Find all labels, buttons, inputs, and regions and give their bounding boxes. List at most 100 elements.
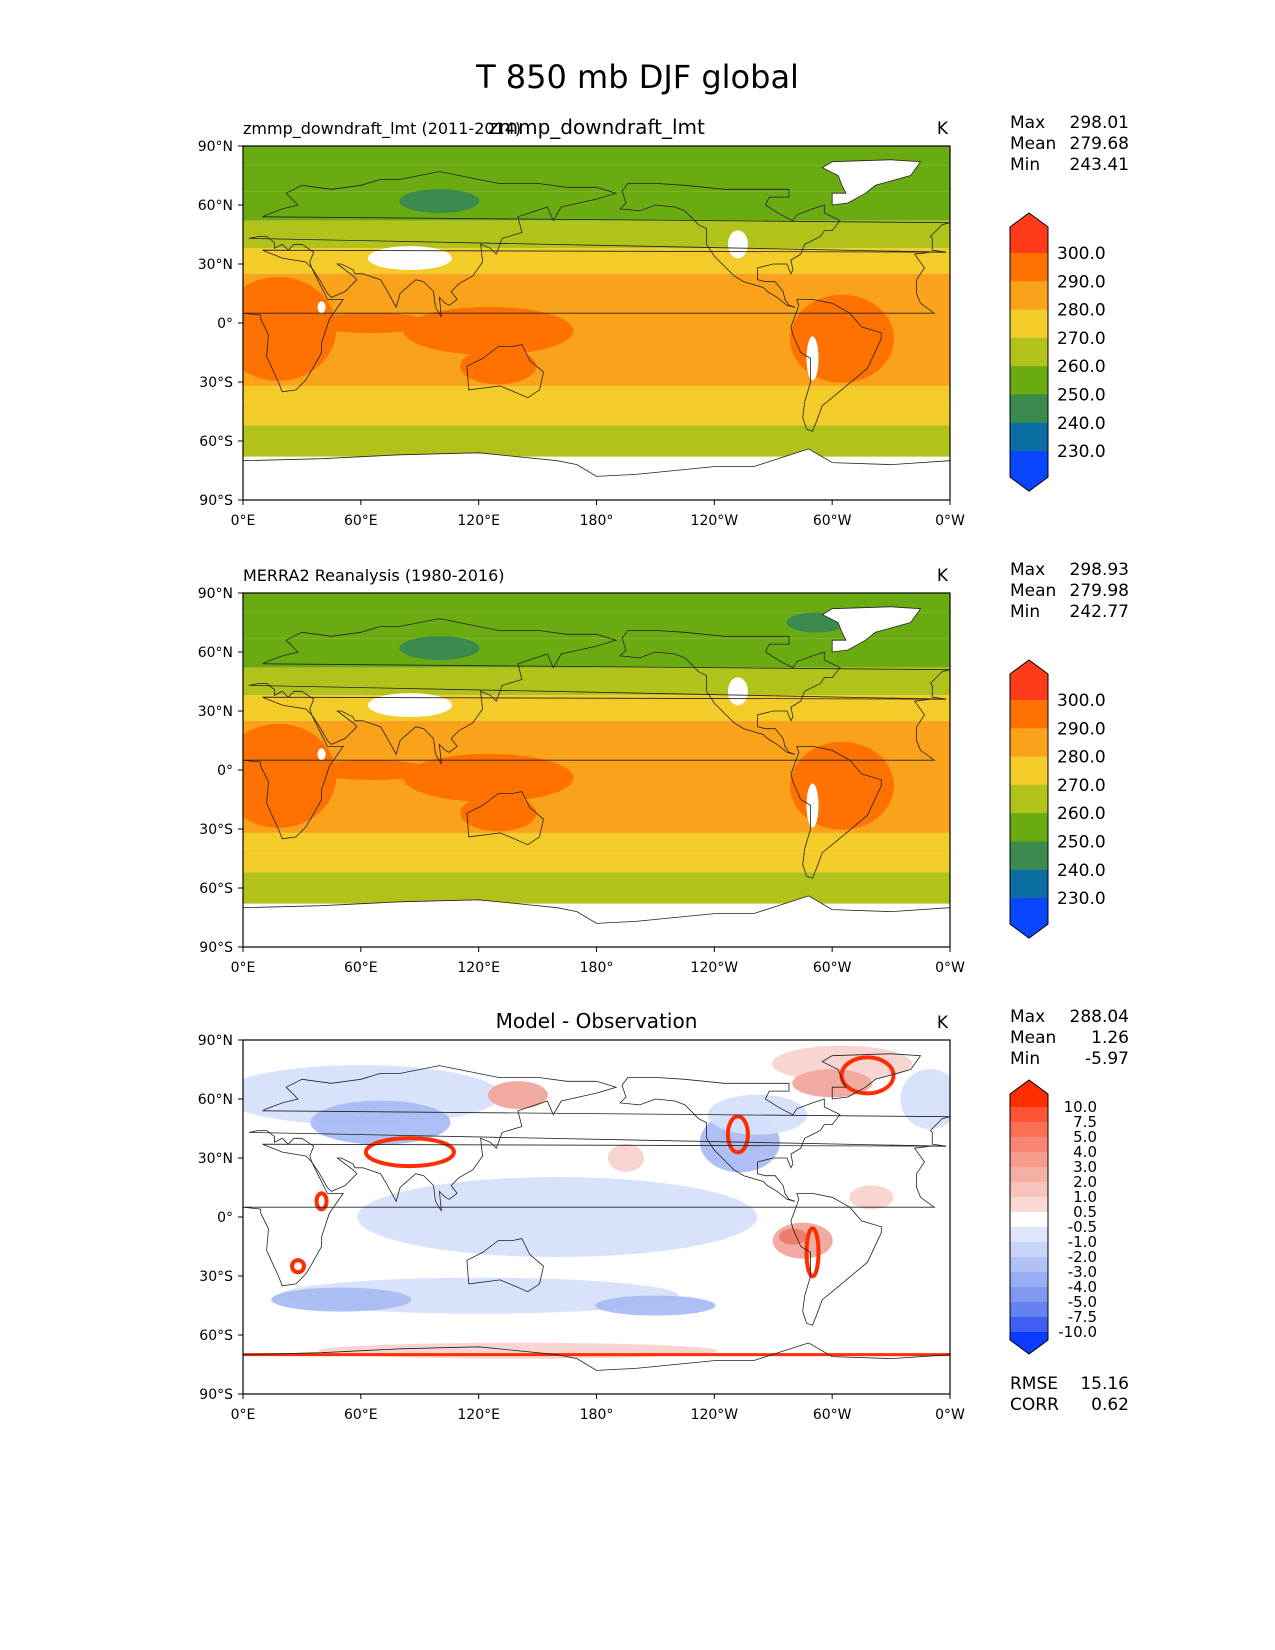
cool-anomaly-south-pacific — [595, 1295, 716, 1316]
lon-tick-label: 60°W — [813, 1407, 852, 1423]
colorbar-extend-top — [1010, 1080, 1048, 1107]
lat-tick-label: 30°S — [199, 822, 233, 838]
missing-antarctica — [243, 448, 950, 500]
coastline-antarctica — [243, 448, 950, 500]
temperature-band — [243, 667, 950, 696]
cool-anomaly-south-indian — [271, 1287, 412, 1312]
cool-anomaly-tropics — [357, 1177, 758, 1257]
warm-anomaly-peru-core — [778, 1228, 807, 1245]
colorbar-swatch — [1010, 281, 1048, 311]
warm-region-africa — [243, 276, 337, 381]
missing-greenland — [822, 159, 921, 205]
warm-pool — [403, 306, 574, 355]
colorbar-swatch — [1010, 1242, 1048, 1258]
colorbar-swatch — [1010, 756, 1048, 786]
colorbar-tick-label: 270.0 — [1057, 329, 1106, 349]
panel-units: K — [937, 1013, 949, 1033]
metric-label-corr: CORR — [1010, 1395, 1059, 1415]
colorbar-extend-top — [1010, 213, 1048, 253]
colorbar-swatch — [1010, 728, 1048, 758]
colorbar-tick-label: 290.0 — [1057, 272, 1106, 292]
coastline-northamerica — [619, 182, 841, 308]
missing-rockies — [727, 677, 748, 706]
colorbar-swatch — [1010, 309, 1048, 339]
lat-tick-label: 60°S — [199, 881, 233, 897]
map-field — [243, 1040, 950, 1394]
stat-label-min: Min — [1010, 155, 1040, 175]
coastline-australia — [466, 791, 544, 846]
colorbar-swatch — [1010, 1107, 1048, 1123]
lon-tick-label: 180° — [580, 1407, 614, 1423]
lat-tick-label: 30°N — [198, 1151, 233, 1167]
colorbar-tick-label: 1.0 — [1073, 1188, 1097, 1206]
colorbar: 300.0 290.0 280.0 270.0 260.0 250.0 240.0 230.0 — [1009, 212, 1106, 492]
colorbar-extend-bottom — [1010, 451, 1048, 492]
colorbar-extend-top — [1010, 660, 1048, 700]
coastline-africa — [243, 249, 947, 393]
cool-anomaly-north-atlantic — [900, 1069, 950, 1129]
colorbar-extend-bottom — [1010, 1332, 1048, 1354]
lon-tick-label: 0°E — [231, 1407, 256, 1423]
metric-value-corr: 0.62 — [1091, 1395, 1129, 1415]
stat-label-mean: Mean — [1010, 581, 1056, 601]
warm-anomaly-siberia — [487, 1081, 548, 1110]
coastlines — [243, 606, 950, 947]
temperature-band — [243, 146, 950, 166]
edge-artifact-rockies — [725, 1114, 750, 1155]
coastline-southamerica — [790, 298, 882, 432]
edge-artifact-south-africa — [289, 1258, 306, 1275]
colorbar-tick-label: -7.5 — [1068, 1308, 1097, 1326]
lat-tick-label: 60°S — [199, 434, 233, 450]
panel-units: K — [937, 119, 949, 139]
lat-tick-label: 30°N — [198, 257, 233, 273]
missing-andes — [806, 336, 819, 381]
missing-ethiopia — [317, 301, 326, 314]
colorbar: 10.07.55.04.03.02.01.00.5-0.5-1.0-2.0-3.… — [1009, 1079, 1097, 1355]
colorbar: 300.0 290.0 280.0 270.0 260.0 250.0 240.0 230.0 — [1009, 659, 1106, 939]
colorbar-swatch — [1010, 1302, 1048, 1318]
warm-region-south-america — [789, 294, 894, 383]
lon-tick-label: 180° — [580, 513, 614, 529]
colorbar-tick-label: 280.0 — [1057, 301, 1106, 321]
panel-difference: 90°N 60°N 30°N 0° 30°S 60°S 90°S 0°E 60°E 120°E 18… — [198, 1007, 1129, 1423]
lon-tick-label: 60°W — [813, 960, 852, 976]
lat-tick-label: 0° — [217, 1210, 233, 1226]
map-field — [243, 146, 950, 500]
lat-tick-label: 0° — [217, 316, 233, 332]
panel-title-center: zmmp_downdraft_lmt — [488, 115, 705, 139]
colorbar-tick-label: -3.0 — [1068, 1263, 1097, 1281]
warm-anomaly-atlantic — [849, 1185, 894, 1210]
edge-artifact-tibet — [363, 1136, 456, 1169]
colorbar-tick-label: 260.0 — [1057, 804, 1106, 824]
colorbar-swatch — [1010, 1212, 1048, 1228]
lon-tick-label: 120°W — [691, 960, 739, 976]
lat-tick-label: 30°N — [198, 704, 233, 720]
colorbar-tick-label: 300.0 — [1057, 244, 1106, 264]
warm-region-africa — [243, 723, 337, 828]
colorbar-outline — [1009, 659, 1049, 939]
colorbar-swatch — [1010, 1182, 1048, 1198]
stat-value-min: -5.97 — [1085, 1049, 1129, 1069]
temperature-band — [243, 695, 950, 721]
colorbar-tick-label: 2.0 — [1073, 1173, 1097, 1191]
coastlines — [243, 1053, 950, 1394]
coastline-northamerica — [619, 1077, 841, 1202]
colorbar-tick-label: 230.0 — [1057, 442, 1106, 462]
stat-label-min: Min — [1010, 602, 1040, 622]
colorbar-outline — [1009, 1079, 1049, 1355]
lon-tick-label: 120°W — [691, 1407, 739, 1423]
lon-tick-label: 0°W — [935, 513, 965, 529]
missing-andes — [806, 783, 819, 828]
stat-label-mean: Mean — [1010, 1028, 1056, 1048]
lat-tick-label: 60°N — [198, 645, 233, 661]
lon-tick-label: 180° — [580, 960, 614, 976]
colorbar-swatch — [1010, 1152, 1048, 1168]
coastline-africa — [243, 1143, 947, 1287]
lat-tick-label: 90°S — [199, 940, 233, 956]
colorbar-tick-label: -2.0 — [1068, 1248, 1097, 1266]
lon-tick-label: 60°E — [344, 1407, 378, 1423]
coastline-northamerica — [619, 630, 841, 755]
colorbar-tick-label: 5.0 — [1073, 1128, 1097, 1146]
colorbar-tick-label: 7.5 — [1073, 1113, 1097, 1131]
